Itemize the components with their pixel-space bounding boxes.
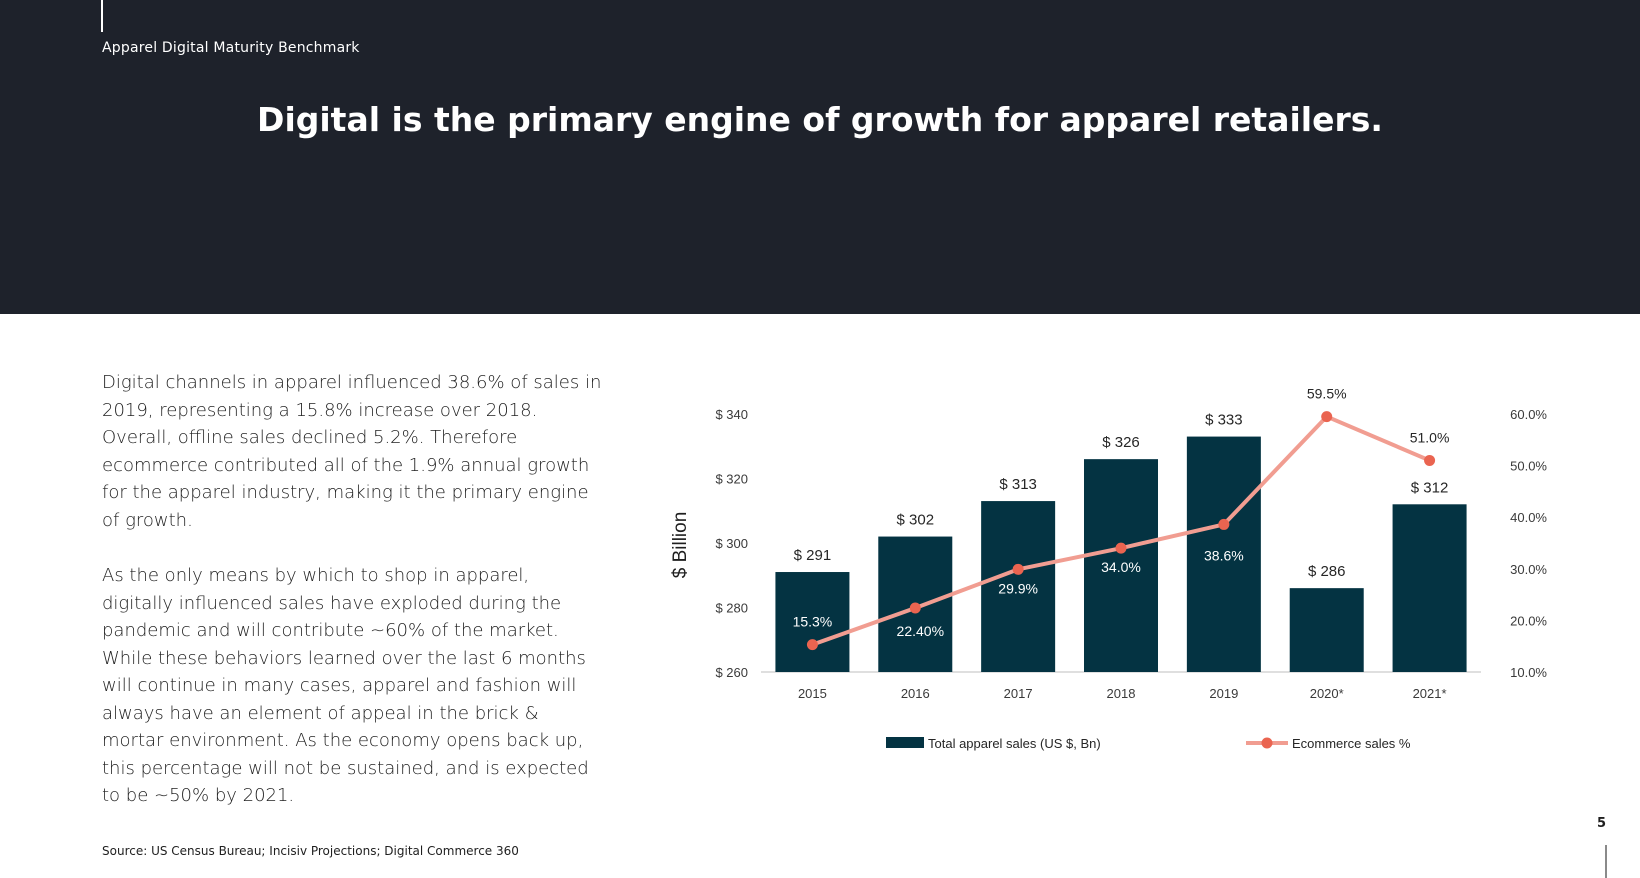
bar-value-label: $ 302	[897, 512, 935, 529]
x-tick-label: 2019	[1209, 686, 1238, 701]
page-title: Digital is the primary engine of growth …	[257, 100, 1383, 139]
header-accent-line	[101, 0, 103, 32]
y-right-tick-label: 40.0%	[1510, 510, 1547, 525]
x-tick-label: 2021*	[1413, 686, 1447, 701]
y-left-tick-label: $ 320	[715, 472, 748, 487]
bar	[1392, 504, 1467, 672]
page-number-line	[1605, 845, 1607, 878]
y-right-tick-label: 60.0%	[1510, 407, 1547, 422]
y-axis-title: $ Billion	[670, 512, 691, 579]
legend-bar-swatch	[886, 737, 924, 748]
bar	[775, 572, 850, 672]
y-left-tick-label: $ 260	[715, 665, 748, 680]
ecommerce-point	[1424, 454, 1436, 466]
ecommerce-point	[1115, 542, 1127, 554]
legend-bar-label: Total apparel sales (US $, Bn)	[928, 736, 1101, 751]
bar-value-label: $ 326	[1102, 434, 1140, 451]
ecommerce-point	[806, 639, 818, 651]
bar	[1084, 459, 1158, 672]
bar	[1289, 588, 1364, 672]
bar-value-label: $ 313	[999, 476, 1037, 493]
line-value-label: 59.5%	[1307, 386, 1347, 402]
header-band: Apparel Digital Maturity Benchmark Digit…	[0, 0, 1640, 314]
ecommerce-point	[909, 602, 921, 614]
line-value-label: 38.6%	[1204, 547, 1244, 563]
body-paragraph-1: Digital channels in apparel influenced 3…	[102, 372, 602, 531]
body-paragraph-2: As the only means by which to shop in ap…	[102, 565, 589, 806]
ecommerce-point	[1012, 563, 1024, 575]
bar-value-label: $ 291	[794, 547, 832, 564]
bar	[1186, 436, 1261, 672]
bar-value-label: $ 286	[1308, 563, 1346, 580]
line-value-label: 15.3%	[793, 614, 833, 630]
sales-chart: $ Billion $ 260 $ 280 $ 300 $ 320 $ 340 10.0% 2…	[670, 386, 1547, 751]
y-left-tick-label: $ 280	[715, 601, 748, 616]
ecommerce-point	[1321, 411, 1333, 423]
bar	[981, 501, 1056, 672]
legend-line-label: Ecommerce sales %	[1292, 736, 1411, 751]
y-left-tick-label: $ 300	[715, 536, 748, 551]
x-tick-label: 2018	[1107, 686, 1136, 701]
x-tick-label: 2020*	[1310, 686, 1344, 701]
x-tick-label: 2015	[798, 686, 827, 701]
source-note: Source: US Census Bureau; Incisiv Projec…	[102, 844, 519, 858]
x-tick-label: 2016	[901, 686, 930, 701]
page-number: 5	[1597, 816, 1607, 831]
bar-value-label: $ 333	[1205, 412, 1243, 429]
ecommerce-point	[1218, 518, 1230, 530]
y-left-tick-label: $ 340	[715, 407, 748, 422]
legend-line-marker	[1261, 737, 1273, 749]
bar-value-label: $ 312	[1411, 479, 1449, 496]
line-value-label: 51.0%	[1410, 429, 1450, 445]
line-value-label: 29.9%	[998, 580, 1038, 596]
x-tick-label: 2017	[1004, 686, 1033, 701]
y-right-tick-label: 50.0%	[1510, 459, 1547, 474]
header-subtitle: Apparel Digital Maturity Benchmark	[102, 40, 360, 56]
y-right-tick-label: 10.0%	[1510, 665, 1547, 680]
line-value-label: 22.40%	[897, 623, 944, 639]
y-right-tick-label: 30.0%	[1510, 562, 1547, 577]
y-right-tick-label: 20.0%	[1510, 613, 1547, 628]
line-value-label: 34.0%	[1101, 559, 1141, 575]
